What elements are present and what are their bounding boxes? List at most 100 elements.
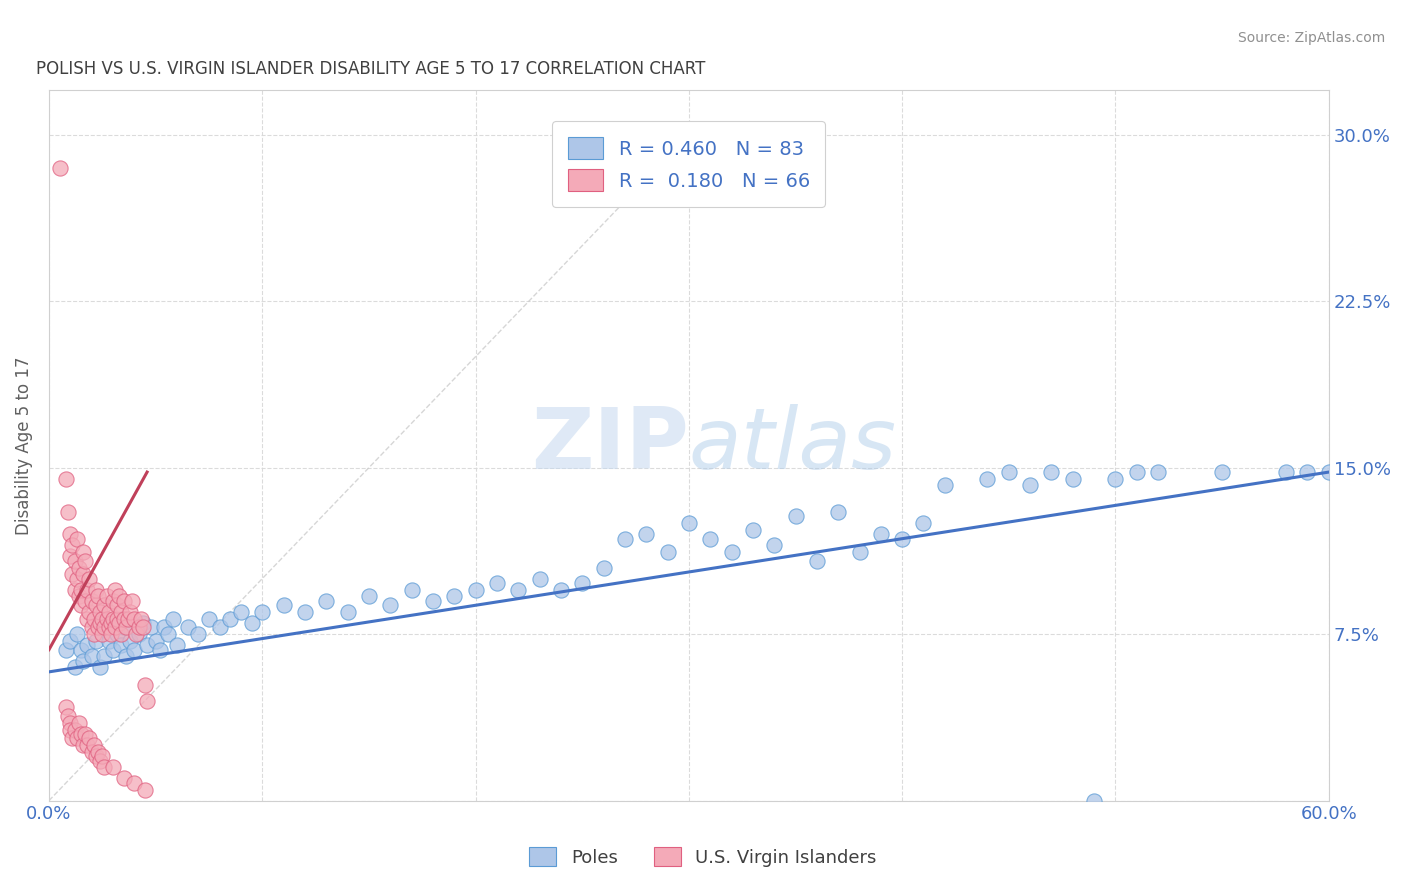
Point [55,700,77,714]
Point [132,615,155,630]
Point [93,620,115,634]
Point [93,599,115,613]
Point [87,745,110,759]
Point [118,605,141,619]
Point [976,472,998,486]
Point [132,620,155,634]
Point [80,620,103,634]
Point [83,627,105,641]
Point [80,745,103,759]
Point [75,594,97,608]
Point [105,611,128,625]
Point [550,582,572,597]
Point [124,611,146,625]
Text: atlas: atlas [689,404,897,487]
Point [55,472,77,486]
Point [63,554,86,568]
Point [84,582,107,597]
Point [110,638,132,652]
Point [72,545,94,559]
Point [443,590,465,604]
Point [89,660,111,674]
Point [63,660,86,674]
Point [89,754,111,768]
Point [157,627,180,641]
Point [91,611,114,625]
Y-axis label: Disability Age 5 to 17: Disability Age 5 to 17 [15,356,32,534]
Point [401,582,423,597]
Point [67,560,90,574]
Point [59,527,82,541]
Point [108,615,131,630]
Point [76,738,98,752]
Point [84,599,107,613]
Point [1126,465,1149,479]
Point [91,749,114,764]
Point [87,590,110,604]
Point [848,545,870,559]
Point [125,627,148,641]
Point [100,627,122,641]
Point [763,538,786,552]
Point [93,649,115,664]
Point [315,594,337,608]
Point [1083,794,1105,808]
Point [101,760,124,774]
Point [891,532,914,546]
Point [464,582,486,597]
Point [678,516,700,530]
Point [110,627,132,641]
Point [80,594,103,608]
Point [485,576,508,591]
Point [336,605,359,619]
Point [112,594,135,608]
Text: POLISH VS U.S. VIRGIN ISLANDER DISABILITY AGE 5 TO 17 CORRELATION CHART: POLISH VS U.S. VIRGIN ISLANDER DISABILIT… [37,60,706,78]
Point [869,527,891,541]
Point [96,590,118,604]
Point [91,620,114,634]
Point [91,627,114,641]
Point [80,649,103,664]
Point [176,620,198,634]
Point [124,776,146,790]
Point [56,505,79,519]
Point [79,605,101,619]
Point [62,731,84,746]
Point [720,545,742,559]
Point [79,572,101,586]
Point [128,620,150,634]
Point [229,605,252,619]
Point [70,599,93,613]
Point [59,633,82,648]
Point [110,605,132,619]
Point [84,633,107,648]
Point [114,620,136,634]
Point [508,582,530,597]
Point [121,594,143,608]
Point [59,715,82,730]
Point [571,576,593,591]
Point [166,638,188,652]
Point [118,633,141,648]
Point [76,582,98,597]
Point [187,627,209,641]
Point [75,554,97,568]
Point [105,627,128,641]
Point [72,654,94,668]
Point [636,527,658,541]
Point [128,627,150,641]
Point [66,627,89,641]
Point [87,620,110,634]
Point [62,567,84,582]
Point [76,638,98,652]
Point [108,590,131,604]
Point [63,723,86,737]
Point [998,465,1021,479]
Point [699,532,721,546]
Point [827,505,849,519]
Point [149,642,172,657]
Point [59,723,82,737]
Point [208,620,231,634]
Point [198,611,221,625]
Point [380,599,402,613]
